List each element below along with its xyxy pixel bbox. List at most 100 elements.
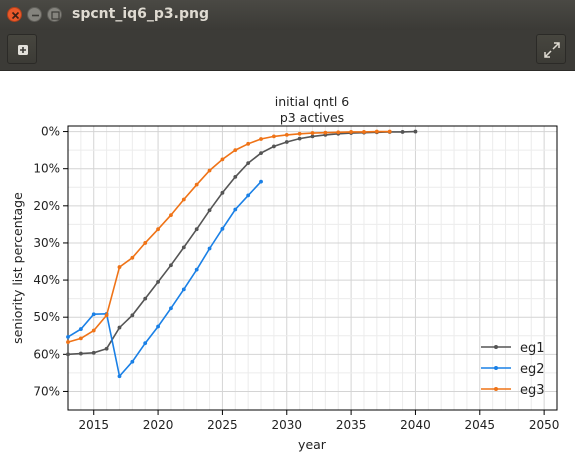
x-tick-label: 2045 <box>465 418 496 432</box>
chart-area: initial qntl 6 p3 actives 2015 2020 2025 20… <box>10 94 559 452</box>
x-tick-label: 2050 <box>529 418 560 432</box>
data-point-eg1 <box>156 280 160 284</box>
fullscreen-button[interactable] <box>536 34 566 64</box>
chart-subtitle: p3 actives <box>280 110 344 125</box>
data-point-eg2 <box>143 341 148 346</box>
window-titlebar: spcnt_iq6_p3.png <box>0 0 575 30</box>
series-layer <box>66 129 418 379</box>
data-point-eg1 <box>220 190 225 195</box>
data-point-eg3 <box>349 130 354 134</box>
maximize-icon <box>51 11 60 20</box>
data-point-eg3 <box>156 227 160 232</box>
expand-icon <box>544 42 560 58</box>
data-point-eg2 <box>246 193 251 198</box>
maximize-window-button[interactable] <box>47 7 62 22</box>
data-point-eg3 <box>104 313 109 318</box>
y-tick-label: 0% <box>41 125 60 139</box>
y-tick-label: 20% <box>33 199 60 213</box>
series-line-eg1 <box>67 130 416 356</box>
x-tick-label: 2040 <box>400 418 431 432</box>
y-tick-label: 30% <box>33 236 60 250</box>
data-point-eg2 <box>169 306 173 311</box>
data-point-eg1 <box>297 136 302 141</box>
data-point-eg1 <box>400 130 405 134</box>
data-point-eg1 <box>66 352 70 357</box>
data-point-eg2 <box>91 312 96 317</box>
legend-marker-eg2 <box>494 366 498 370</box>
series-line-eg3 <box>67 130 390 343</box>
legend-marker-eg1 <box>494 345 498 349</box>
y-axis-label: seniority list percentage <box>10 192 25 344</box>
data-point-eg1 <box>104 346 109 351</box>
data-point-eg3 <box>310 131 315 135</box>
data-point-eg1 <box>413 129 418 134</box>
chart-title: initial qntl 6 <box>275 94 350 109</box>
y-tick-label: 70% <box>33 384 60 398</box>
data-point-eg2 <box>233 207 238 212</box>
toolbar <box>0 30 575 71</box>
data-point-eg3 <box>207 168 212 173</box>
data-point-eg3 <box>323 130 328 135</box>
series-line-eg2 <box>67 181 262 378</box>
data-point-eg2 <box>117 374 122 379</box>
data-point-eg1 <box>194 227 199 232</box>
data-point-eg2 <box>259 179 263 184</box>
x-tick-label: 2015 <box>78 418 109 432</box>
data-point-eg3 <box>130 255 135 260</box>
legend-marker-eg3 <box>494 387 498 391</box>
data-point-eg2 <box>78 327 83 331</box>
data-point-eg3 <box>220 157 225 162</box>
window-title: spcnt_iq6_p3.png <box>72 6 209 22</box>
y-tick-label: 40% <box>33 273 60 287</box>
y-tick-label: 50% <box>33 310 60 324</box>
data-point-eg3 <box>194 182 199 187</box>
data-point-eg1 <box>143 296 148 301</box>
data-point-eg1 <box>117 325 122 330</box>
legend-label-eg2: eg2 <box>520 362 545 377</box>
data-point-eg3 <box>143 241 148 245</box>
data-point-eg3 <box>181 197 186 202</box>
close-window-button[interactable] <box>7 7 22 22</box>
plot-frame <box>67 125 558 411</box>
data-point-eg1 <box>207 208 212 213</box>
data-point-eg1 <box>130 313 135 318</box>
x-tick-label: 2025 <box>207 418 238 432</box>
data-point-eg2 <box>156 324 160 329</box>
x-tick-label: 2030 <box>271 418 302 432</box>
data-point-eg1 <box>169 263 173 268</box>
data-point-eg1 <box>78 351 83 356</box>
data-point-eg3 <box>297 131 302 136</box>
add-button[interactable] <box>7 34 37 64</box>
legend: eg1 eg2 eg3 <box>481 341 545 398</box>
data-point-eg1 <box>310 134 315 139</box>
y-tick-label: 10% <box>33 162 60 176</box>
data-point-eg3 <box>117 265 122 269</box>
data-point-eg3 <box>271 134 276 139</box>
y-tick-label: 60% <box>33 347 60 361</box>
x-tick-label: 2035 <box>336 418 367 432</box>
data-point-eg3 <box>362 130 366 134</box>
data-point-eg3 <box>259 137 263 141</box>
data-point-eg1 <box>259 151 263 156</box>
plus-icon <box>18 45 28 55</box>
minimize-icon <box>32 14 39 17</box>
data-point-eg3 <box>66 340 70 344</box>
legend-label-eg1: eg1 <box>520 341 545 356</box>
data-point-eg3 <box>169 213 173 217</box>
data-point-eg1 <box>284 140 289 144</box>
axis-ticks: 2015 2020 2025 2030 2035 2040 2045 2050 0% 10% 20%… <box>33 125 559 432</box>
data-point-eg3 <box>387 129 392 134</box>
x-tick-label: 2020 <box>143 418 174 432</box>
data-point-eg2 <box>194 267 199 272</box>
data-point-eg1 <box>271 144 276 149</box>
data-point-eg3 <box>246 141 251 146</box>
data-point-eg3 <box>233 148 238 153</box>
x-axis-label: year <box>298 437 327 452</box>
data-point-eg3 <box>284 133 289 137</box>
data-point-eg2 <box>207 246 212 251</box>
data-point-eg3 <box>78 336 83 341</box>
data-point-eg1 <box>246 161 251 166</box>
minimize-window-button[interactable] <box>27 7 42 22</box>
data-point-eg3 <box>91 328 96 333</box>
data-point-eg2 <box>130 359 135 364</box>
